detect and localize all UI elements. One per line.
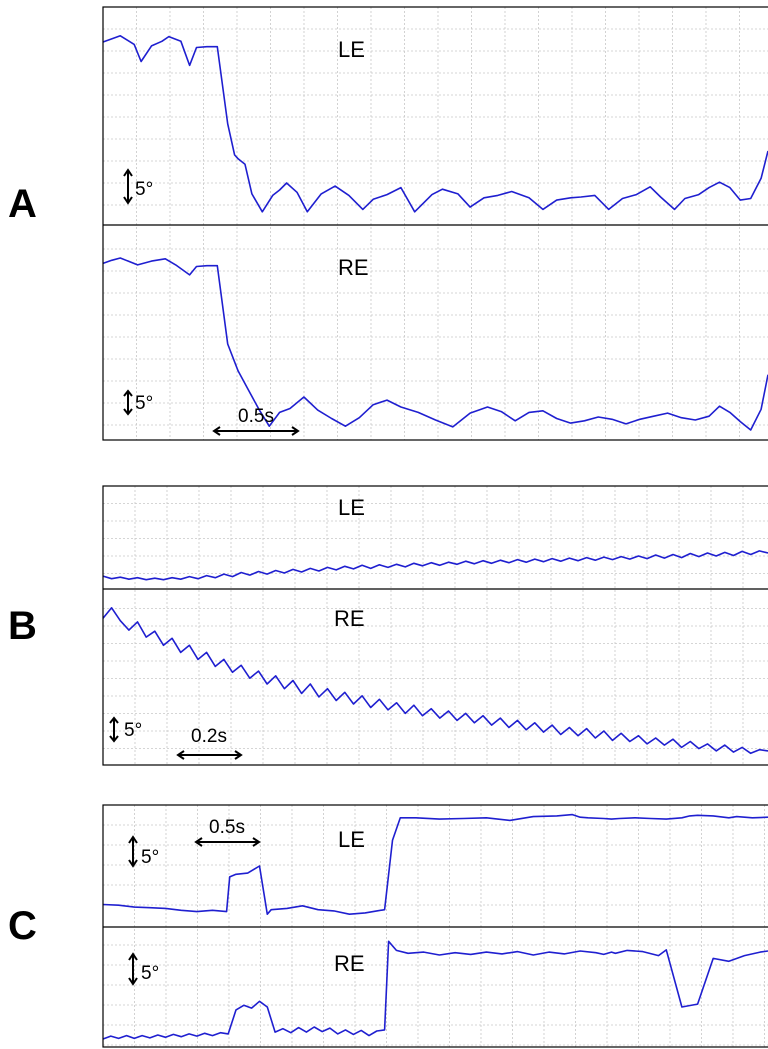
double-arrow-horizontal-icon	[176, 750, 243, 760]
trace-layer	[102, 34, 768, 1040]
panel-frame-c	[102, 804, 768, 1048]
vertical-scale-bar-c-re: 5°	[128, 952, 159, 986]
panel-label-b: B	[8, 604, 37, 648]
double-arrow-vertical-icon	[109, 716, 119, 743]
trace-line-c-re	[102, 940, 768, 1040]
double-arrow-vertical-icon	[123, 168, 133, 205]
double-arrow-horizontal-icon	[212, 426, 300, 436]
trace-line-c-le	[102, 813, 768, 916]
panel-label-a: A	[8, 182, 37, 226]
trace-label-b-re: RE	[334, 606, 365, 631]
vertical-scale-bar-a-re: 5°	[123, 389, 153, 416]
double-arrow-vertical-icon	[128, 835, 138, 868]
double-arrow-horizontal-icon	[194, 837, 261, 847]
double-arrow-vertical-icon	[128, 952, 138, 986]
panel-label-c: C	[8, 904, 37, 948]
trace-line-a-le	[102, 34, 768, 213]
trace-label-c-re: RE	[334, 951, 365, 976]
time-scale-bar-c: 0.5s	[194, 817, 261, 847]
trace-label-a-re: RE	[338, 255, 369, 280]
panel-frame-b	[102, 485, 768, 766]
trace-label-b-le: LE	[338, 495, 365, 520]
vertical-scale-bar-a-le: 5°	[123, 168, 153, 205]
vertical-scale-label-a-re: 5°	[135, 393, 153, 414]
trace-label-a-le: LE	[338, 37, 365, 62]
time-scale-label-a: 0.5s	[238, 406, 274, 427]
panel-frame-a	[102, 6, 768, 441]
time-scale-bar-a: 0.5s	[212, 406, 300, 436]
vertical-scale-bar-b-re: 5°	[109, 716, 142, 743]
trace-line-a-re	[102, 257, 768, 431]
vertical-scale-label-a-le: 5°	[135, 179, 153, 200]
trace-line-b-le	[102, 550, 768, 581]
trace-label-c-le: LE	[338, 827, 365, 852]
time-scale-label-b: 0.2s	[191, 726, 227, 747]
grid-layer	[103, 7, 768, 1047]
trace-line-b-re	[102, 606, 768, 755]
vertical-scale-label-b-re: 5°	[124, 720, 142, 741]
time-scale-bar-b: 0.2s	[176, 726, 243, 760]
time-scale-label-c: 0.5s	[209, 817, 245, 838]
vertical-scale-bar-c-le: 5°	[128, 835, 159, 868]
frame-layer	[102, 6, 768, 1048]
vertical-scale-label-c-re: 5°	[141, 963, 159, 984]
double-arrow-vertical-icon	[123, 389, 133, 416]
vertical-scale-label-c-le: 5°	[141, 847, 159, 868]
